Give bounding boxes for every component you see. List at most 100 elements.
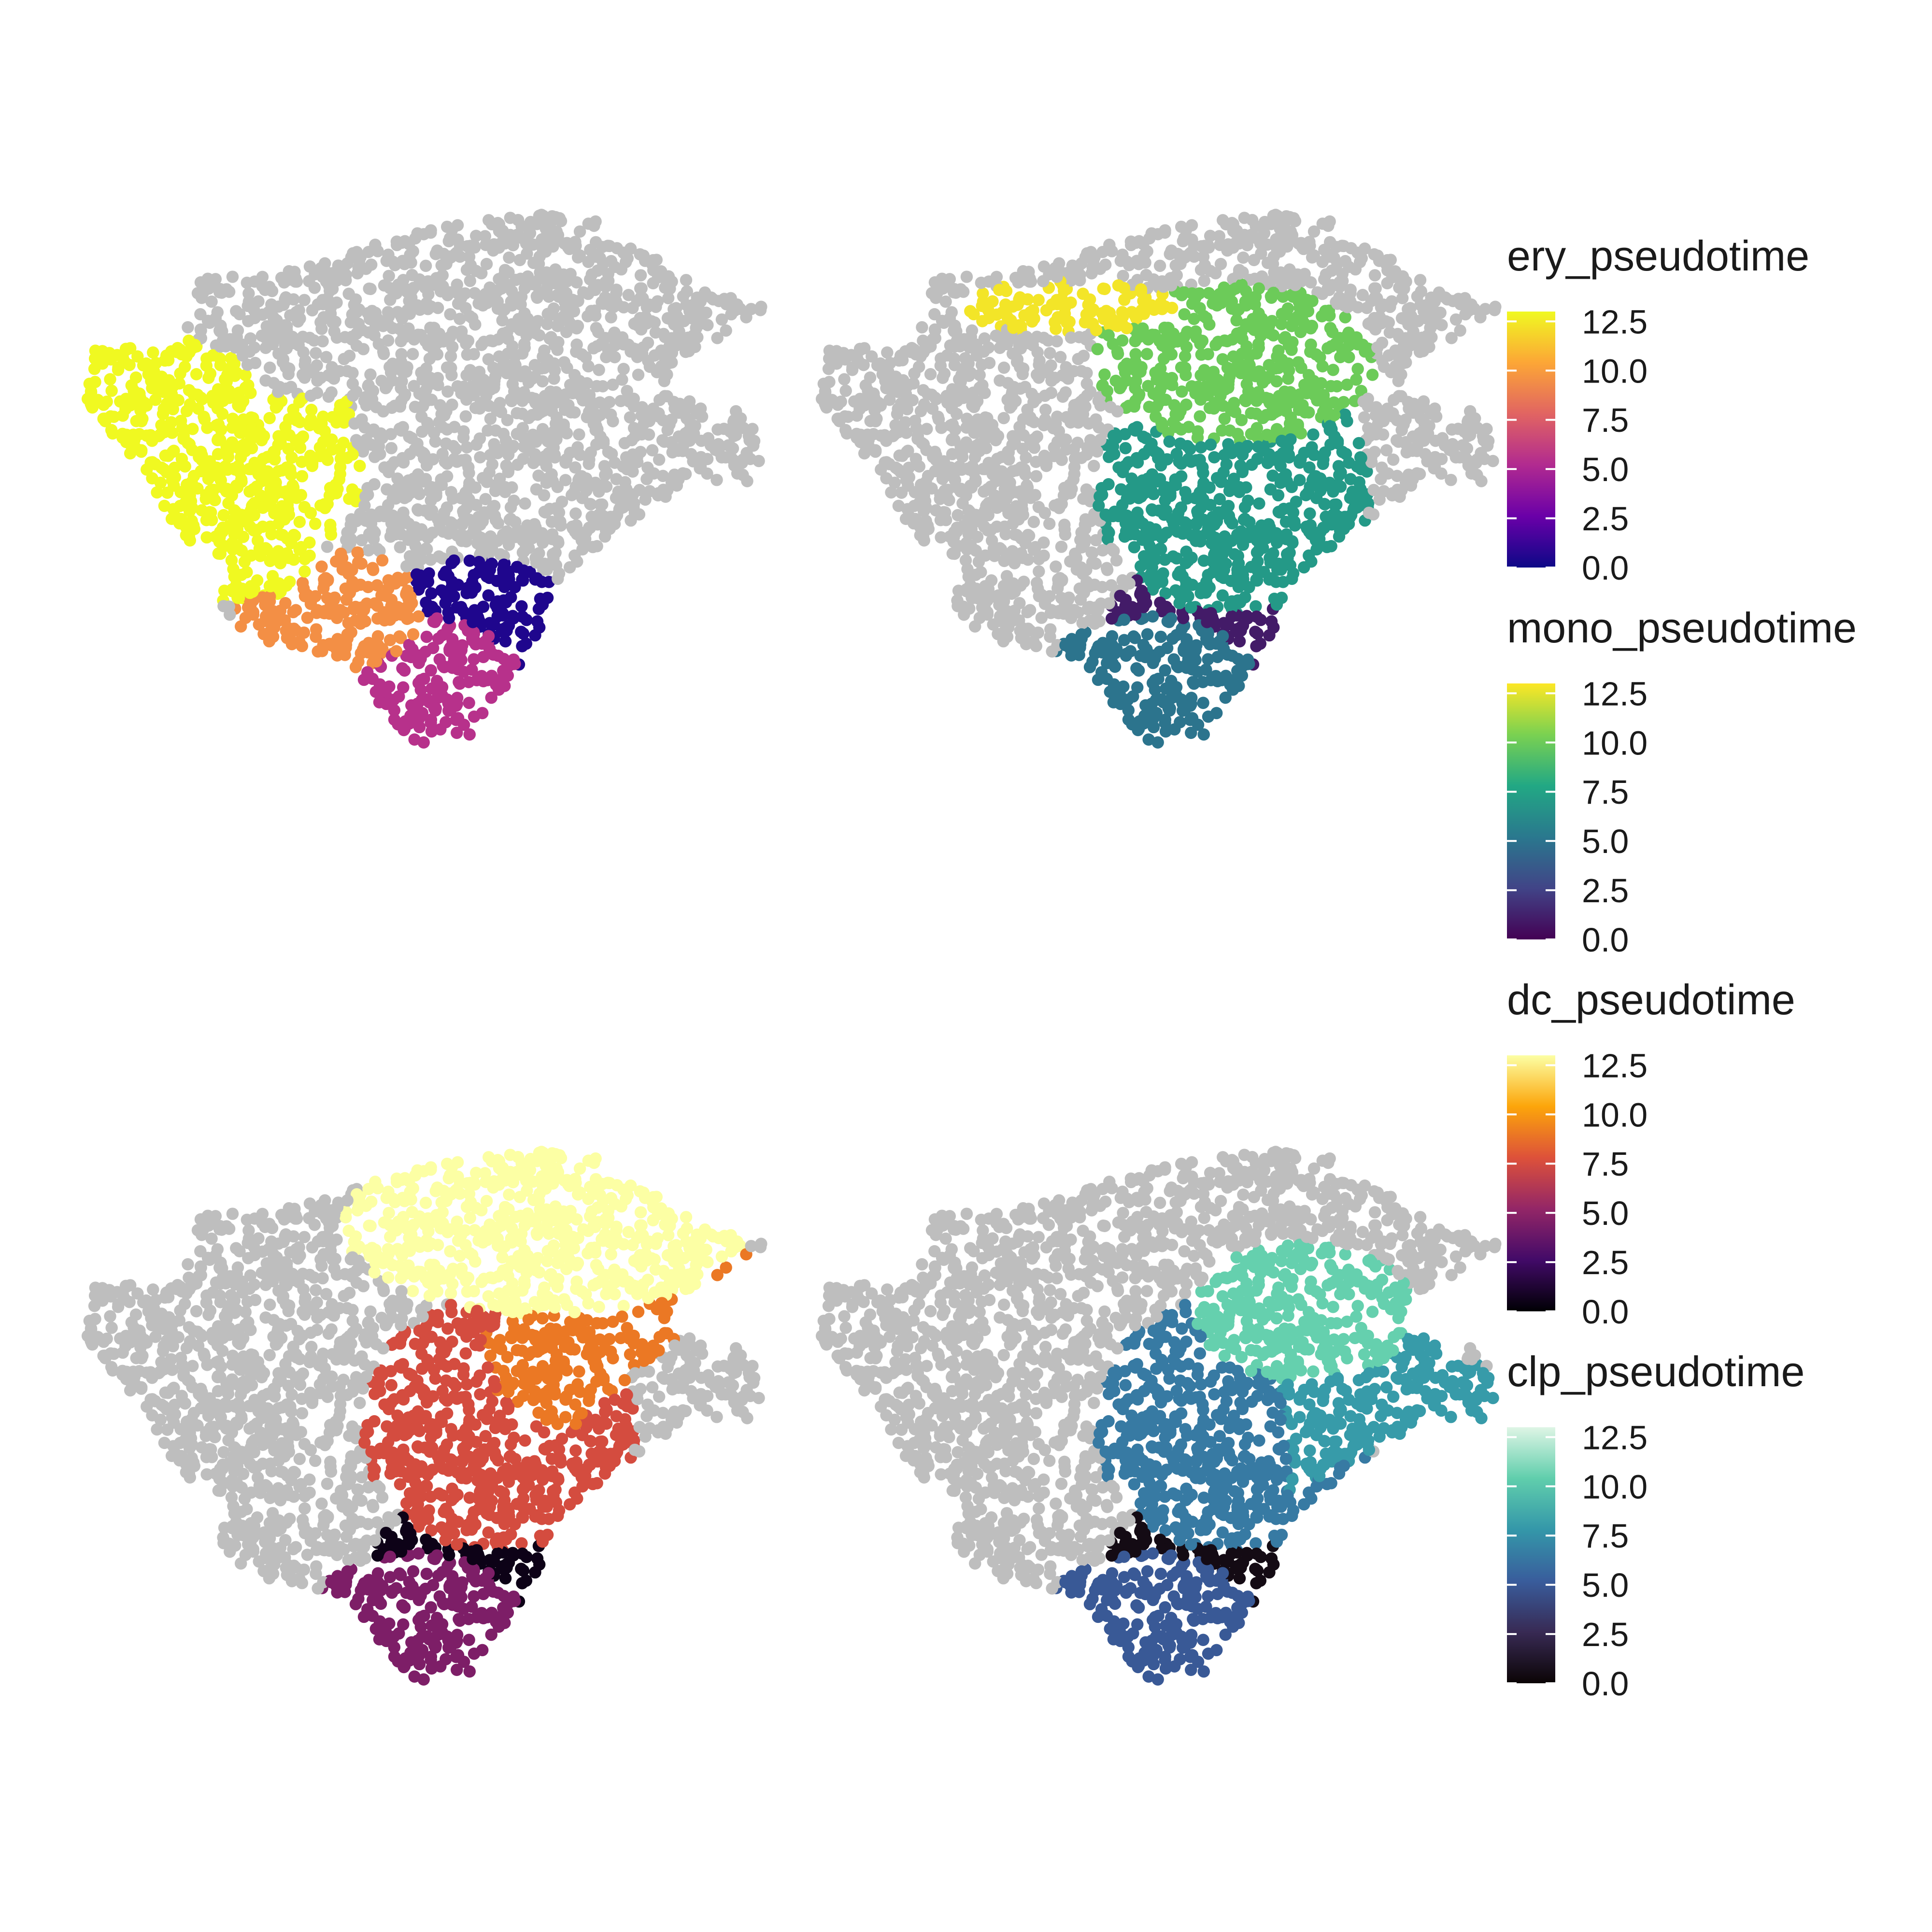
cell-point	[857, 358, 870, 371]
cell-point	[293, 515, 306, 528]
cell-point	[410, 568, 423, 581]
cell-point	[380, 589, 392, 602]
cell-point	[1149, 328, 1161, 341]
cell-point	[202, 371, 215, 384]
cell-point	[209, 494, 221, 507]
cell-point	[1106, 245, 1118, 257]
cell-point	[543, 502, 556, 515]
cell-point	[369, 597, 381, 610]
cell-point	[1274, 476, 1287, 489]
cell-point	[476, 472, 489, 484]
cell-point	[520, 637, 533, 650]
cell-point	[943, 494, 955, 507]
cell-point	[939, 513, 952, 526]
cell-point	[462, 676, 475, 688]
cell-point	[259, 542, 272, 554]
cell-point	[296, 470, 309, 483]
cell-point	[203, 455, 216, 468]
cell-point	[997, 361, 1010, 374]
cell-point	[310, 347, 322, 359]
cell-point	[488, 499, 501, 512]
cell-point	[1023, 529, 1036, 542]
cell-point	[571, 555, 583, 568]
cell-point	[185, 495, 198, 508]
cell-point	[174, 499, 186, 512]
cell-point	[174, 486, 187, 498]
cell-point	[468, 710, 481, 723]
cell-point	[1185, 455, 1197, 468]
cell-point	[1371, 249, 1384, 262]
cell-point	[1092, 395, 1105, 407]
cell-point	[216, 408, 229, 420]
cell-point	[1074, 274, 1086, 286]
cell-point	[177, 432, 190, 445]
cell-point	[575, 470, 588, 483]
cell-point	[301, 611, 314, 624]
cell-point	[997, 635, 1010, 648]
cell-point	[163, 379, 176, 392]
cell-point	[701, 319, 714, 331]
cell-point	[1044, 347, 1056, 359]
cell-point	[1317, 457, 1329, 470]
cell-point	[1353, 476, 1365, 489]
cell-point	[917, 530, 930, 543]
cell-point	[200, 531, 213, 544]
cell-point	[286, 330, 299, 343]
cell-point	[1272, 489, 1285, 502]
cell-point	[437, 247, 450, 260]
cell-point	[1208, 397, 1221, 410]
cell-point	[440, 716, 452, 728]
cell-point	[1031, 582, 1044, 595]
cell-point	[542, 403, 555, 416]
cell-point	[1143, 400, 1156, 413]
cell-point	[411, 503, 424, 516]
cell-point	[451, 601, 463, 614]
cell-point	[593, 364, 605, 376]
cell-point	[1197, 493, 1209, 506]
cell-point	[1236, 333, 1249, 345]
cell-point	[616, 491, 629, 504]
cell-point	[670, 317, 683, 329]
cell-point	[552, 537, 565, 549]
cell-point	[1385, 295, 1398, 308]
cell-point	[446, 575, 458, 588]
cell-point	[273, 321, 285, 334]
cell-point	[297, 346, 310, 359]
cell-point	[558, 356, 570, 369]
cell-point	[1366, 369, 1379, 381]
cell-point	[538, 489, 551, 502]
cell-point	[1334, 525, 1347, 537]
cell-point	[1223, 444, 1236, 456]
cell-point	[438, 661, 451, 674]
cell-point	[157, 402, 170, 415]
cell-point	[642, 355, 654, 368]
cell-point	[881, 346, 894, 359]
cell-point	[993, 331, 1006, 344]
cell-point	[500, 525, 513, 538]
cell-point	[1107, 429, 1120, 442]
cell-point	[994, 542, 1006, 554]
cell-point	[1044, 630, 1056, 643]
cell-point	[263, 635, 276, 648]
cell-point	[538, 271, 550, 284]
cell-point	[245, 549, 257, 562]
cell-point	[1112, 461, 1125, 474]
cell-point	[1197, 728, 1210, 741]
cell-point	[384, 293, 397, 306]
cell-point	[384, 282, 397, 295]
cell-point	[421, 416, 434, 429]
cell-point	[1256, 376, 1269, 389]
cell-point	[725, 308, 738, 321]
cell-point	[594, 396, 606, 409]
cell-point	[426, 641, 440, 654]
cell-point	[259, 331, 272, 344]
cell-point	[858, 447, 871, 460]
cell-point	[419, 259, 432, 272]
cell-point	[315, 323, 328, 335]
cell-point	[1304, 507, 1316, 520]
cell-point	[973, 381, 986, 394]
cell-point	[1225, 535, 1238, 547]
cell-point	[729, 429, 742, 441]
cell-point	[460, 337, 472, 350]
cell-point	[448, 590, 460, 603]
